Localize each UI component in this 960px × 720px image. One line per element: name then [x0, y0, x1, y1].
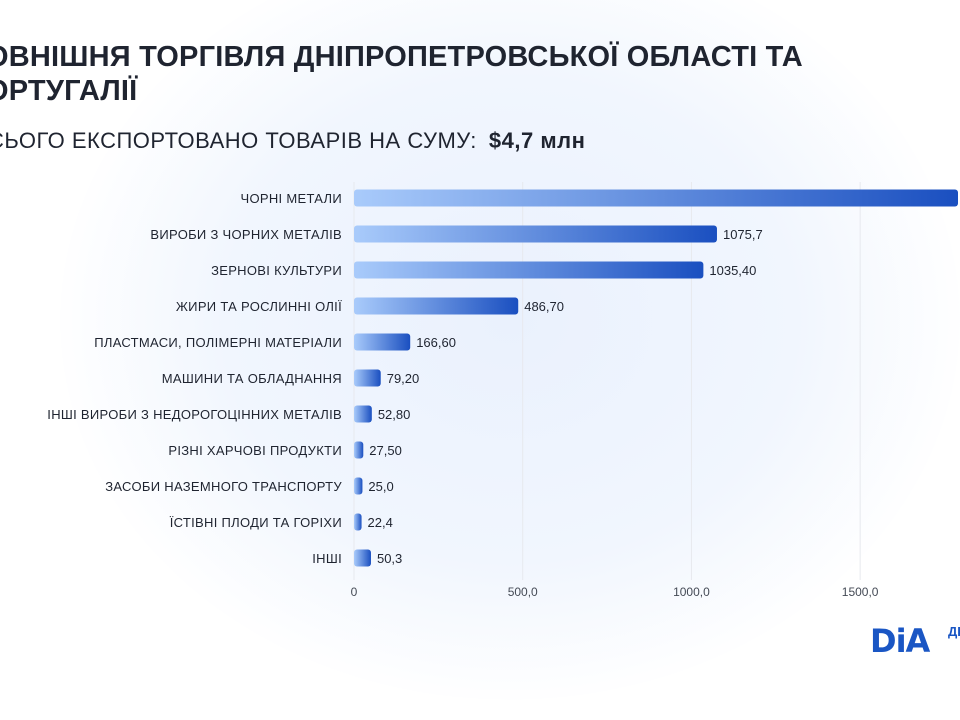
x-tick-label: 0 — [351, 585, 358, 599]
background-glow — [60, 0, 960, 700]
value-label: 486,70 — [524, 299, 564, 314]
value-label: 50,3 — [377, 551, 402, 566]
dia-logo: DiA ДІ — [870, 622, 960, 660]
export-summary: СЬОГО ЕКСПОРТОВАНО ТОВАРІВ НА СУМУ: $4,7 … — [0, 128, 585, 154]
export-summary-label: СЬОГО ЕКСПОРТОВАНО ТОВАРІВ НА СУМУ: — [0, 128, 477, 153]
bar-layer: ЧОРНІ МЕТАЛИ ВИРОБИ З ЧОРНИХ МЕТАЛІВ 1075,… — [47, 189, 958, 567]
dia-logo-side-text: ДІ — [948, 624, 960, 639]
bar — [354, 225, 717, 243]
bar — [354, 297, 519, 315]
value-label: 27,50 — [369, 443, 402, 458]
bar — [354, 513, 362, 531]
value-label: 25,0 — [368, 479, 393, 494]
category-label: МАШИНИ ТА ОБЛАДНАННЯ — [162, 371, 342, 386]
bar — [354, 405, 372, 423]
bar-chart: 0 500,0 1000,0 1500,0 ЧОРНІ МЕТАЛИ ВИРОБИ З … — [47, 182, 958, 599]
bar — [354, 261, 704, 279]
bar — [354, 333, 411, 351]
dia-logo-mark: DiA — [870, 622, 930, 660]
value-label: 166,60 — [416, 335, 456, 350]
category-label: ІНШІ ВИРОБИ З НЕДОРОГОЦІННИХ МЕТАЛІВ — [47, 407, 342, 422]
category-label: ЇСТІВНІ ПЛОДИ ТА ГОРІХИ — [170, 515, 342, 530]
bar — [354, 369, 381, 387]
category-label: ЗАСОБИ НАЗЕМНОГО ТРАНСПОРТУ — [105, 479, 342, 494]
value-label: 1035,40 — [709, 263, 756, 278]
x-tick-label: 1000,0 — [673, 585, 710, 599]
value-label: 79,20 — [387, 371, 420, 386]
bar — [354, 441, 364, 459]
export-summary-amount: $4,7 млн — [488, 128, 586, 153]
category-label: ПЛАСТМАСИ, ПОЛІМЕРНІ МАТЕРІАЛИ — [94, 335, 342, 350]
category-label: ЖИРИ ТА РОСЛИННІ ОЛІЇ — [176, 299, 342, 314]
value-label: 22,4 — [368, 515, 393, 530]
page-title: ОВНІШНЯ ТОРГІВЛЯ ДНІПРОПЕТРОВСЬКОЇ ОБЛАС… — [0, 41, 803, 107]
x-tick-label: 1500,0 — [842, 585, 879, 599]
category-label: ІНШІ — [312, 551, 342, 566]
bar — [354, 549, 371, 567]
category-label: РІЗНІ ХАРЧОВІ ПРОДУКТИ — [168, 443, 342, 458]
grid-layer: 0 500,0 1000,0 1500,0 — [351, 182, 879, 599]
value-label: 52,80 — [378, 407, 411, 422]
category-label: ЧОРНІ МЕТАЛИ — [241, 191, 343, 206]
category-label: ЗЕРНОВІ КУЛЬТУРИ — [211, 263, 342, 278]
bar — [354, 189, 958, 207]
value-label: 1075,7 — [723, 227, 763, 242]
x-tick-label: 500,0 — [508, 585, 538, 599]
bar — [354, 477, 363, 495]
category-label: ВИРОБИ З ЧОРНИХ МЕТАЛІВ — [150, 227, 342, 242]
